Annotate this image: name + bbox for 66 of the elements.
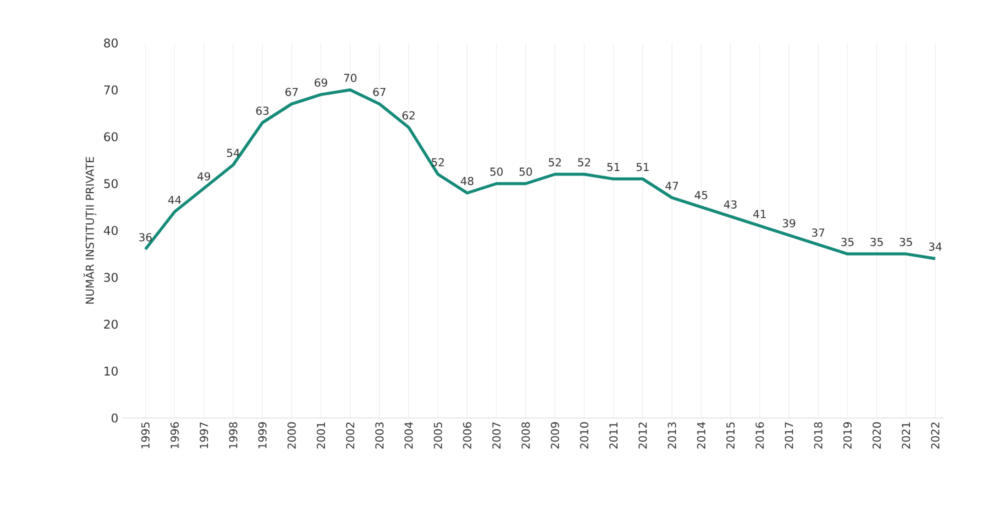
y-tick-label: 50 (104, 179, 118, 188)
data-label: 43 (724, 200, 737, 209)
data-label: 36 (139, 233, 152, 242)
x-tick-label: 1998 (229, 422, 238, 448)
x-tick-label: 2017 (784, 422, 794, 449)
x-tick-label: 2007 (492, 422, 501, 449)
data-label: 51 (607, 162, 620, 172)
x-tick-label: 2018 (814, 422, 822, 449)
x-tick-label: 1995 (141, 422, 150, 448)
x-tick-label: 2004 (404, 422, 413, 449)
data-label: 52 (432, 158, 444, 166)
x-tick-label: 2015 (726, 422, 735, 449)
x-tick-label: 2006 (463, 422, 472, 449)
data-label: 44 (168, 196, 182, 204)
x-tick-label: 2011 (609, 422, 618, 449)
data-label: 70 (344, 74, 356, 82)
data-label: 62 (402, 111, 415, 120)
data-label: 35 (900, 238, 912, 246)
data-label: 47 (666, 182, 678, 190)
x-tick-label: 2000 (288, 422, 296, 449)
data-label: 69 (314, 78, 328, 87)
data-label: 34 (929, 242, 942, 251)
x-tick-label: 2021 (902, 422, 910, 449)
data-label: 54 (227, 148, 240, 158)
data-label: 67 (285, 88, 298, 96)
data-label: 48 (460, 176, 474, 186)
data-label: 39 (782, 219, 796, 228)
y-tick-label: 60 (104, 132, 118, 142)
x-tick-label: 2022 (931, 422, 940, 449)
x-tick-label: 2019 (843, 422, 852, 449)
data-label: 45 (694, 191, 708, 200)
x-tick-label: 2010 (580, 422, 588, 449)
data-label: 41 (753, 210, 766, 218)
x-tick-label: 2012 (638, 422, 647, 449)
data-label: 35 (841, 238, 854, 246)
x-tick-label: 2009 (550, 422, 560, 449)
x-tick-label: 2014 (697, 422, 706, 449)
data-label: 52 (548, 158, 561, 166)
data-label: 67 (373, 88, 386, 96)
x-tick-label: 2013 (668, 422, 676, 449)
data-label: 50 (520, 168, 532, 176)
x-tick-label: 2002 (346, 422, 354, 449)
y-tick-label: 40 (104, 226, 118, 236)
x-tick-label: 2020 (872, 422, 881, 449)
y-axis-title: NUMĂR INSTITUȚII PRIVATE (83, 156, 96, 304)
x-tick-label: 2003 (375, 422, 384, 449)
x-tick-label: 2016 (756, 422, 764, 449)
x-tick-label: 2008 (522, 422, 530, 449)
y-tick-label: 30 (104, 272, 118, 282)
data-label: 35 (870, 238, 883, 246)
x-tick-label: 2005 (434, 422, 442, 449)
y-tick-label: 20 (104, 320, 118, 329)
y-tick-label: 0 (112, 413, 118, 423)
y-tick-label: 80 (104, 38, 118, 48)
x-tick-label: 2001 (316, 422, 326, 449)
data-label: 52 (578, 158, 590, 166)
data-label: 51 (636, 162, 649, 172)
data-label: 49 (197, 172, 210, 180)
data-label: 50 (490, 168, 503, 176)
y-tick-label: 10 (104, 366, 118, 376)
x-tick-label: 1997 (200, 422, 208, 448)
x-tick-label: 1996 (170, 422, 179, 448)
y-tick-label: 70 (104, 85, 118, 94)
x-tick-label: 1999 (258, 422, 267, 448)
data-label: 63 (256, 106, 269, 115)
data-label: 37 (812, 228, 824, 237)
